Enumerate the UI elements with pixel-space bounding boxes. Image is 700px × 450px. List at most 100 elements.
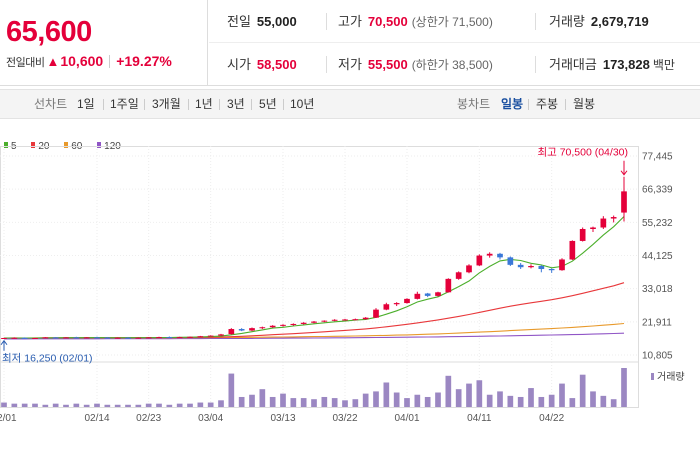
divider — [528, 99, 529, 110]
tab-3-months[interactable]: 3개월 — [152, 97, 181, 111]
quote-header: 65,600 전일대비 ▲10,600 +19.27% 전일 55,000 고가 70,… — [0, 0, 700, 86]
candle-body — [383, 304, 390, 310]
min-arrow-head — [0, 339, 8, 346]
volume-label: 거래량 — [549, 14, 585, 29]
volume-bar — [445, 375, 452, 407]
tab-1-day[interactable]: 1일 — [77, 97, 95, 111]
divider — [535, 56, 536, 73]
volume-bar — [621, 368, 627, 407]
candle-body — [249, 328, 255, 331]
candle-body — [486, 253, 493, 256]
low-label: 저가 — [338, 57, 362, 72]
volume-bar — [114, 404, 121, 407]
volume-bar — [528, 388, 534, 407]
volume-bar — [373, 391, 379, 407]
candle-body — [63, 337, 69, 339]
volume-bar — [352, 399, 359, 407]
volume-bar — [414, 394, 421, 407]
candle-body — [548, 269, 555, 271]
turnover-label: 거래대금 — [549, 57, 597, 72]
volume-bar — [238, 396, 245, 407]
candle-body — [393, 303, 400, 305]
candle-body — [424, 293, 431, 296]
volume-bar — [383, 382, 390, 407]
candle-body — [135, 337, 142, 339]
candle-body — [259, 327, 266, 329]
candle-body — [166, 337, 173, 339]
candle-body — [83, 337, 90, 339]
tab-1-week[interactable]: 1주일 — [110, 97, 139, 111]
ma5-line — [4, 216, 625, 339]
tab-monthly[interactable]: 월봉 — [573, 97, 596, 111]
candle-body — [218, 334, 224, 336]
candle-body — [497, 253, 503, 258]
legend-swatch-ma5 — [4, 142, 8, 148]
volume-bar — [94, 403, 100, 407]
volume-bar — [362, 393, 369, 407]
volume-bar — [300, 398, 307, 407]
volume-cell: 거래량 2,679,719 — [549, 0, 649, 43]
candle-body — [11, 337, 18, 339]
volume-bar — [404, 398, 410, 407]
x-tick-label: 04/01 — [394, 413, 419, 424]
divider — [251, 99, 252, 110]
candle-body — [362, 317, 369, 320]
candle-body — [559, 259, 565, 271]
volume-bar — [435, 392, 441, 407]
volume-bar — [486, 394, 493, 407]
tab-5-years[interactable]: 5년 — [259, 97, 277, 111]
lower-limit: (하한가 38,500) — [411, 58, 493, 72]
y-tick-label: 66,339 — [642, 185, 673, 196]
candle-body — [197, 336, 204, 338]
open-cell: 시가 58,500 — [227, 43, 297, 86]
x-tick-label: 03/04 — [198, 413, 223, 424]
candle-body — [73, 337, 80, 339]
candle-body — [621, 191, 627, 213]
tab-10-years[interactable]: 10년 — [290, 97, 315, 111]
tab-1-year[interactable]: 1년 — [195, 97, 213, 111]
divider — [535, 13, 536, 30]
volume-bar — [393, 392, 400, 407]
x-tick-label: 04/22 — [539, 413, 564, 424]
candle-body — [579, 228, 586, 241]
volume-bar — [156, 403, 162, 407]
divider — [326, 13, 327, 30]
candle-body — [590, 227, 596, 229]
candle-body — [280, 324, 286, 326]
y-tick-label: 44,125 — [642, 251, 673, 262]
candle-body — [404, 298, 410, 304]
candle-body — [145, 337, 152, 339]
volume-bar — [73, 403, 80, 407]
tab-weekly[interactable]: 주봉 — [536, 97, 559, 111]
volume-bar — [32, 403, 38, 407]
candle-body — [538, 266, 545, 270]
volume-bar — [497, 391, 503, 407]
candle-body — [290, 323, 297, 325]
low-cell: 저가 55,500 (하한가 38,500) — [338, 43, 493, 86]
candle-body — [466, 265, 472, 273]
turnover-unit: 백만 — [652, 58, 675, 72]
legend-swatch-ma60 — [64, 142, 69, 148]
y-tick-label: 33,018 — [642, 284, 673, 295]
x-tick-label: 04/11 — [467, 413, 492, 424]
candle-body — [156, 337, 162, 339]
candle-body — [125, 337, 131, 339]
volume-bar — [280, 393, 286, 407]
candle-body — [114, 337, 121, 339]
tab-daily[interactable]: 일봉 — [501, 97, 524, 111]
max-annotation: 최고 70,500 (04/30) — [537, 147, 628, 159]
divider — [188, 99, 189, 110]
current-price: 65,600 — [6, 16, 92, 48]
volume-bar — [311, 399, 317, 407]
change-label: 전일대비 — [6, 57, 45, 69]
open-label: 시가 — [227, 57, 251, 72]
volume-bar — [197, 402, 204, 407]
tab-3-years[interactable]: 3년 — [227, 97, 245, 111]
volume-bar — [104, 404, 111, 407]
volume-legend-swatch — [651, 373, 654, 380]
candle-chart-label: 봉차트 — [457, 97, 491, 111]
x-tick-label: 02/01 — [0, 413, 17, 424]
candle-body — [311, 321, 317, 323]
volume-bar — [610, 399, 617, 407]
candle-body — [94, 337, 100, 339]
